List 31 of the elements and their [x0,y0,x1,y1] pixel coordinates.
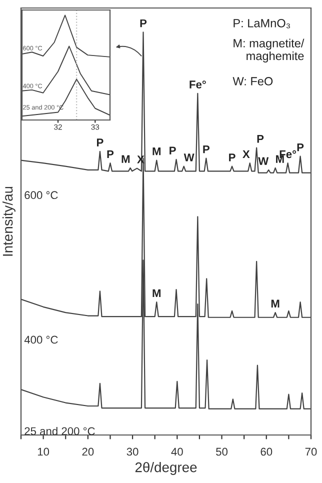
x-tick-label: 50 [216,448,228,456]
y-axis-title: Intensity/au [2,186,16,256]
annotation: X [242,150,250,158]
annotation: P [257,135,264,143]
annotation: M [152,148,161,156]
annotation: M [271,300,280,308]
x-axis-title: 2θ/degree [135,462,197,475]
annotation: W: FeO [232,77,273,86]
x-tick-label: 60 [260,448,272,456]
annotation: W [258,157,269,165]
x-tick-label: 40 [171,448,183,456]
annotation: M [122,155,130,163]
text: 400 °C [24,336,58,344]
series-label: 25 and 200 °C [24,426,95,436]
annotation: P [107,150,114,158]
annotation: W [184,154,194,162]
annotation: P [170,146,176,154]
annotation: P [229,154,236,162]
annotation: Fe° [190,80,206,88]
x-tick-label: 70 [305,448,317,456]
annotation: P [297,144,304,152]
text: 600 °C [24,191,58,200]
text: P: LaMnO₃ [234,18,290,28]
annotation: M: magnetite/ maghemite [234,38,304,62]
x-tick-label: 10 [38,448,50,456]
annotation: M [152,289,161,297]
x-tick-label: 20 [82,448,94,456]
annotation: P [203,146,210,154]
annotation: P [140,19,147,28]
x-tick-label: 30 [126,448,138,456]
annotation: P [97,138,104,146]
